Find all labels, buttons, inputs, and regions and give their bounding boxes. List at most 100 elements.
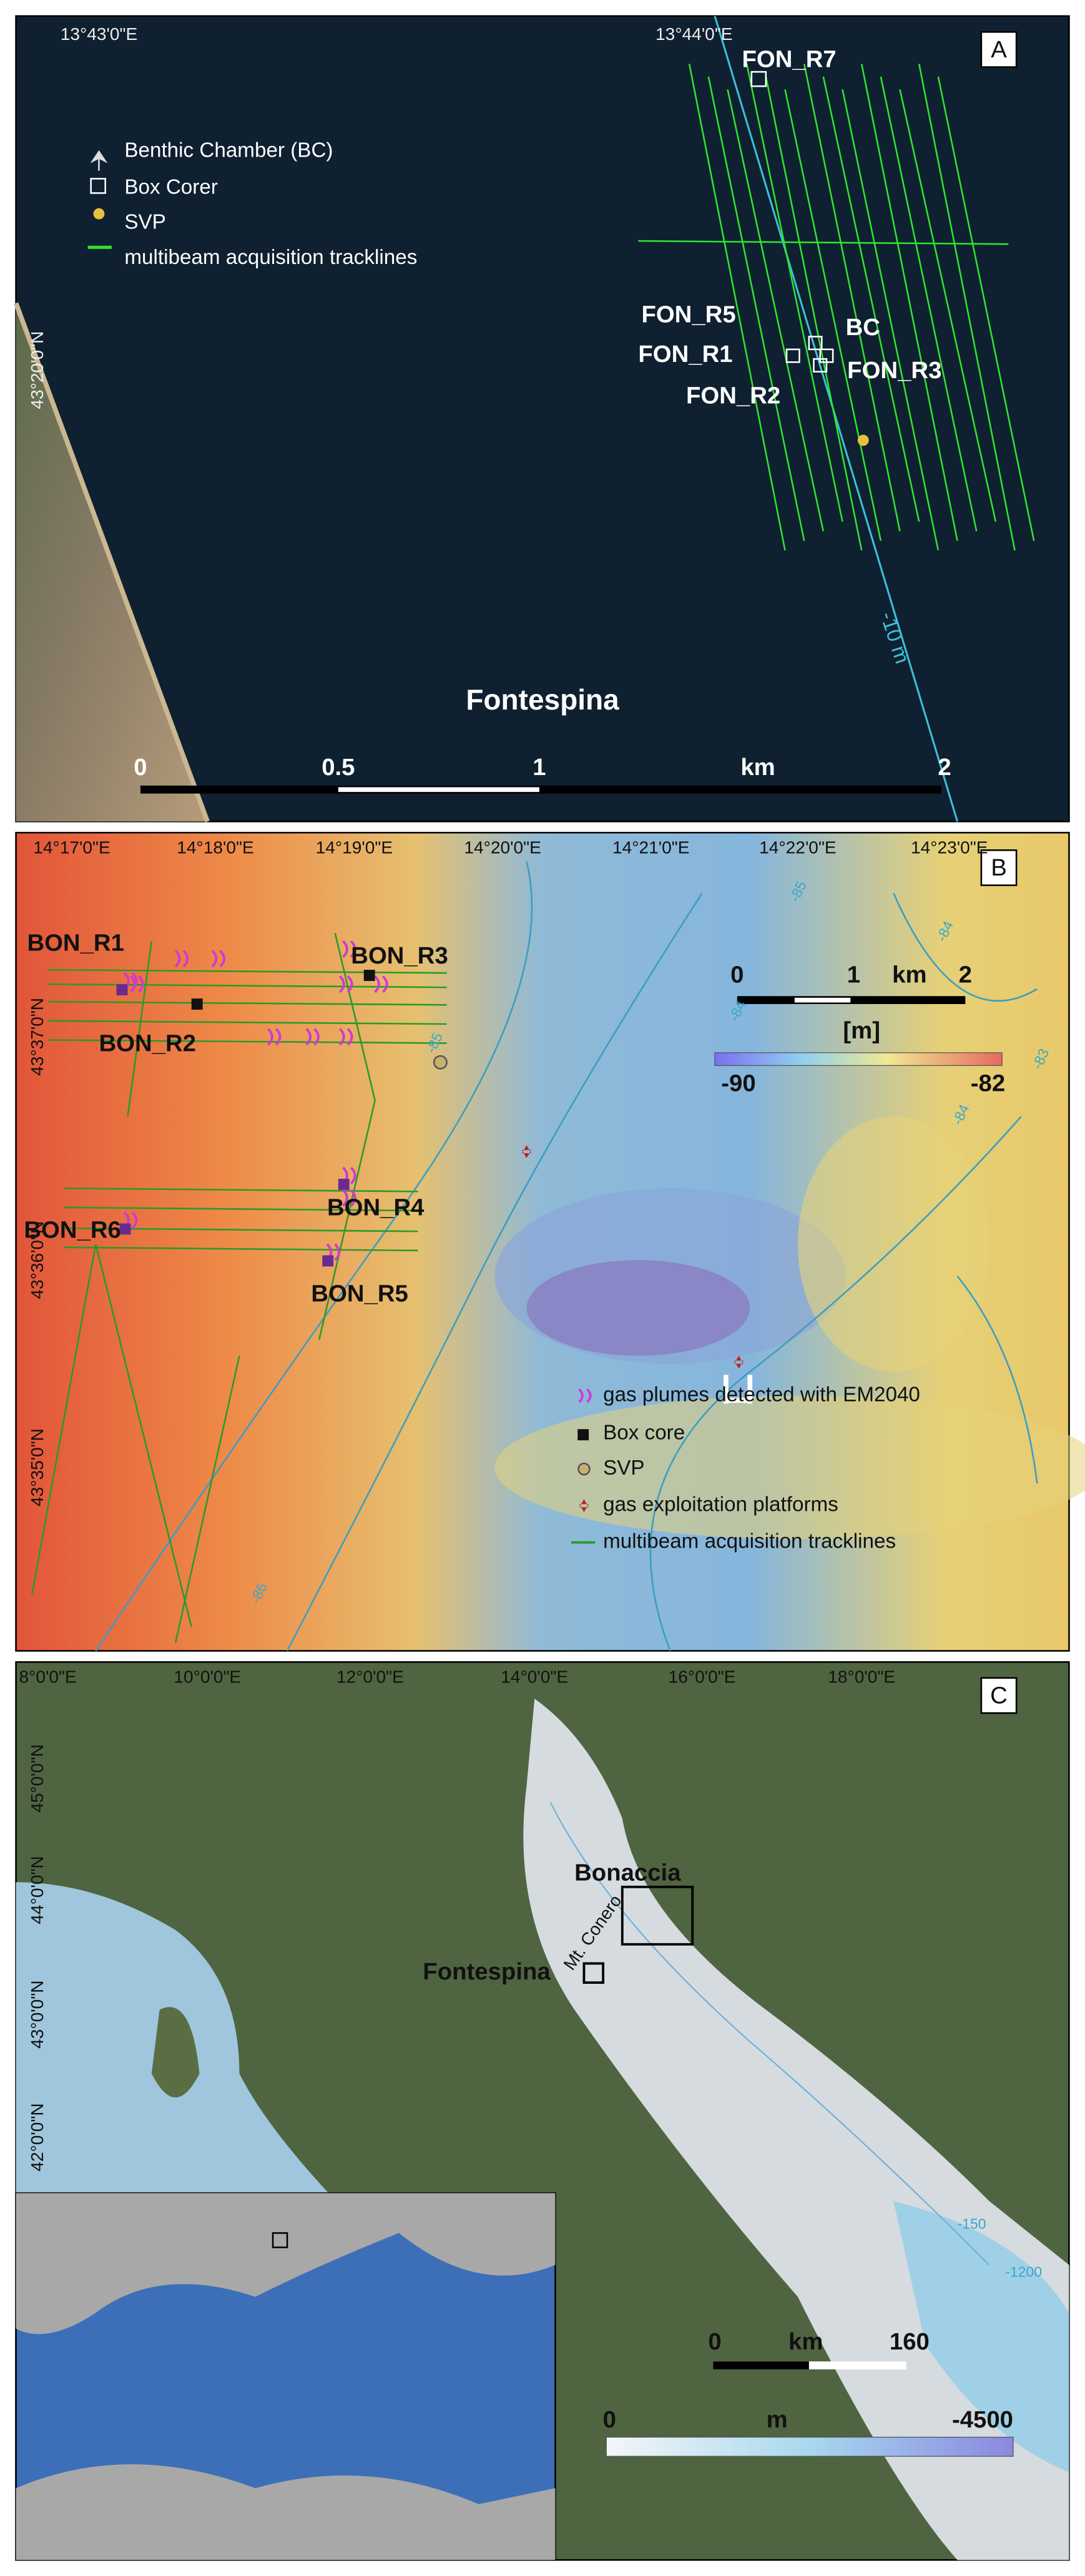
scale-label: 0.5 [322, 754, 355, 781]
longitude-label: 13°44'0"E [655, 24, 733, 44]
box-core [191, 998, 203, 1010]
scale-label: 0 [708, 2328, 721, 2355]
latitude-label: 43°0'0"N [27, 1980, 47, 2048]
latitude-label: 44°0'0"N [27, 1856, 47, 1924]
longitude-label: 13°43'0"E [61, 24, 138, 44]
legend-symbol [579, 1499, 589, 1513]
depression [526, 1260, 750, 1356]
legend-symbol [90, 178, 106, 194]
legend-label: SVP [603, 1456, 644, 1480]
trackline [899, 89, 997, 522]
longitude-label: 12°0'0"E [336, 1667, 404, 1686]
tracklines [638, 64, 1035, 551]
trackline [64, 1246, 418, 1252]
longitude-label: 16°0'0"E [669, 1667, 736, 1686]
latitude-label: 43°37'0"N [27, 998, 47, 1076]
contour-line [95, 861, 1038, 1652]
trackline [47, 1039, 447, 1044]
site-label: BON_R2 [99, 1030, 195, 1056]
site-marker [808, 336, 823, 351]
svp-marker [433, 1055, 448, 1070]
colorbar-min: -90 [721, 1070, 755, 1096]
box-core [363, 970, 375, 981]
trackline [334, 933, 376, 1101]
trackline [918, 64, 1016, 551]
panel-label-box [980, 849, 1018, 886]
site-label: FON_R7 [742, 46, 836, 72]
site-label: BC [846, 314, 880, 341]
legend-label: multibeam acquisition tracklines [124, 246, 417, 269]
trackline [174, 1355, 240, 1643]
plume [338, 1028, 353, 1046]
legend-label: SVP [124, 211, 165, 234]
deep-basin [893, 2201, 1069, 2472]
bonaccia-box [621, 1885, 694, 1946]
longitude-label: 14°20'0"E [464, 837, 541, 857]
panel-label: B [991, 854, 1007, 881]
scale-label: 0 [134, 754, 147, 781]
svp-marker [857, 434, 869, 446]
contour-label: -1200 [1005, 2263, 1042, 2280]
colorbar-min: 0 [603, 2406, 616, 2433]
plume-site [116, 984, 128, 995]
platform [734, 1355, 744, 1369]
site-label: BON_R4 [327, 1194, 425, 1221]
longitude-label: 14°19'0"E [316, 837, 393, 857]
scale-label: 1 [533, 754, 546, 781]
site-label: FON_R3 [847, 357, 941, 384]
inset-locator [272, 2232, 288, 2248]
trackline [31, 1244, 97, 1596]
trackline [842, 89, 940, 551]
trackline [64, 1206, 418, 1212]
trackline [64, 1187, 418, 1193]
trackline [638, 240, 1009, 245]
panel-c [15, 1661, 1070, 2561]
trackline [47, 1000, 447, 1006]
plume-site [322, 1255, 334, 1267]
panel-frame [15, 15, 1070, 822]
colorbar-unit: [m] [843, 1017, 880, 1044]
colorbar-unit: m [767, 2406, 788, 2433]
trackline [880, 76, 978, 532]
latitude-label: 45°0'0"N [27, 1744, 47, 1812]
scale-label: 1 [847, 961, 860, 988]
plume [211, 950, 226, 968]
panel-b [15, 832, 1085, 1652]
site-label: BON_R3 [351, 942, 448, 969]
plume [267, 1028, 282, 1046]
place-label: Bonaccia [574, 1859, 681, 1886]
plume [174, 950, 189, 968]
colorbar [714, 1052, 1003, 1066]
legend-label: Box Corer [124, 176, 218, 199]
longitude-label: 14°0'0"E [501, 1667, 568, 1686]
plume-site [338, 1178, 350, 1190]
legend-label: gas plumes detected with EM2040 [603, 1383, 920, 1406]
scale-label: km [892, 961, 926, 988]
depth-contour [714, 16, 958, 822]
site-label: FON_R5 [641, 301, 735, 328]
legend-symbol [577, 1429, 589, 1441]
site-marker [750, 71, 767, 87]
trackline [47, 968, 447, 974]
legend-label: Box core [603, 1422, 685, 1445]
trackline [822, 76, 920, 522]
legend-label: Benthic Chamber (BC) [124, 139, 333, 162]
site-label: BON_R6 [24, 1216, 120, 1243]
site-marker [819, 348, 834, 363]
latitude-label: 42°0'0"N [27, 2103, 47, 2171]
platform-footprint [724, 1375, 753, 1404]
legend-symbol [578, 1388, 592, 1403]
gas-plumes [116, 940, 388, 1267]
beach [13, 302, 210, 822]
legend-symbol [93, 208, 105, 220]
contour-label: -150 [958, 2216, 986, 2232]
panel-label: C [990, 1682, 1008, 1709]
corsica [151, 2007, 200, 2098]
trackline [707, 76, 805, 541]
site-label: BON_R1 [27, 929, 124, 956]
trackline [765, 76, 863, 551]
colorbar [606, 2436, 1014, 2457]
scale-label: km [788, 2328, 823, 2355]
plume [338, 975, 353, 993]
